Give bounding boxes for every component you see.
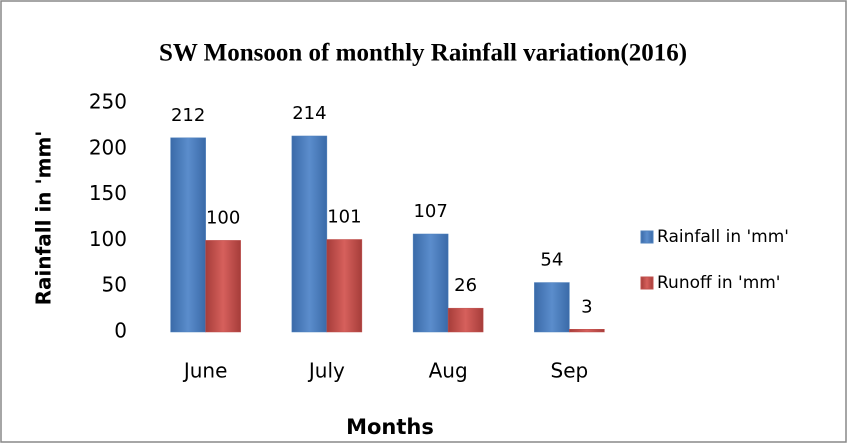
legend-label: Rainfall in 'mm' [657,227,789,247]
bar [534,282,570,333]
x-tick-label: Aug [429,359,468,383]
data-label: 54 [540,250,563,271]
bar [291,135,328,333]
bar [170,137,206,333]
bar [412,233,449,333]
data-label: 100 [206,207,240,228]
y-axis-label: Rainfall in 'mm' [32,131,56,306]
data-label: 214 [292,103,326,124]
x-tick-label: July [307,359,345,383]
legend-label: Runoff in 'mm' [657,273,780,293]
data-label: 26 [454,275,477,296]
y-tick-label: 250 [89,90,127,114]
y-tick-label: 150 [89,181,127,205]
x-tick-label: June [182,359,228,383]
x-axis-label: Months [346,415,434,439]
bar [447,307,484,333]
legend-swatch [640,276,654,290]
y-tick-label: 0 [114,319,127,343]
data-label: 107 [413,201,447,222]
bar [569,329,605,333]
data-label: 212 [171,105,205,126]
y-tick-label: 200 [89,135,127,159]
x-tick-label: Sep [551,359,589,383]
data-label: 101 [327,206,361,227]
legend-swatch [640,230,654,244]
y-tick-label: 50 [102,273,127,297]
bar [326,239,363,333]
y-tick-label: 100 [89,227,127,251]
chart-title: SW Monsoon of monthly Rainfall variation… [159,40,687,67]
data-label: 3 [581,296,592,317]
bar [205,240,241,333]
